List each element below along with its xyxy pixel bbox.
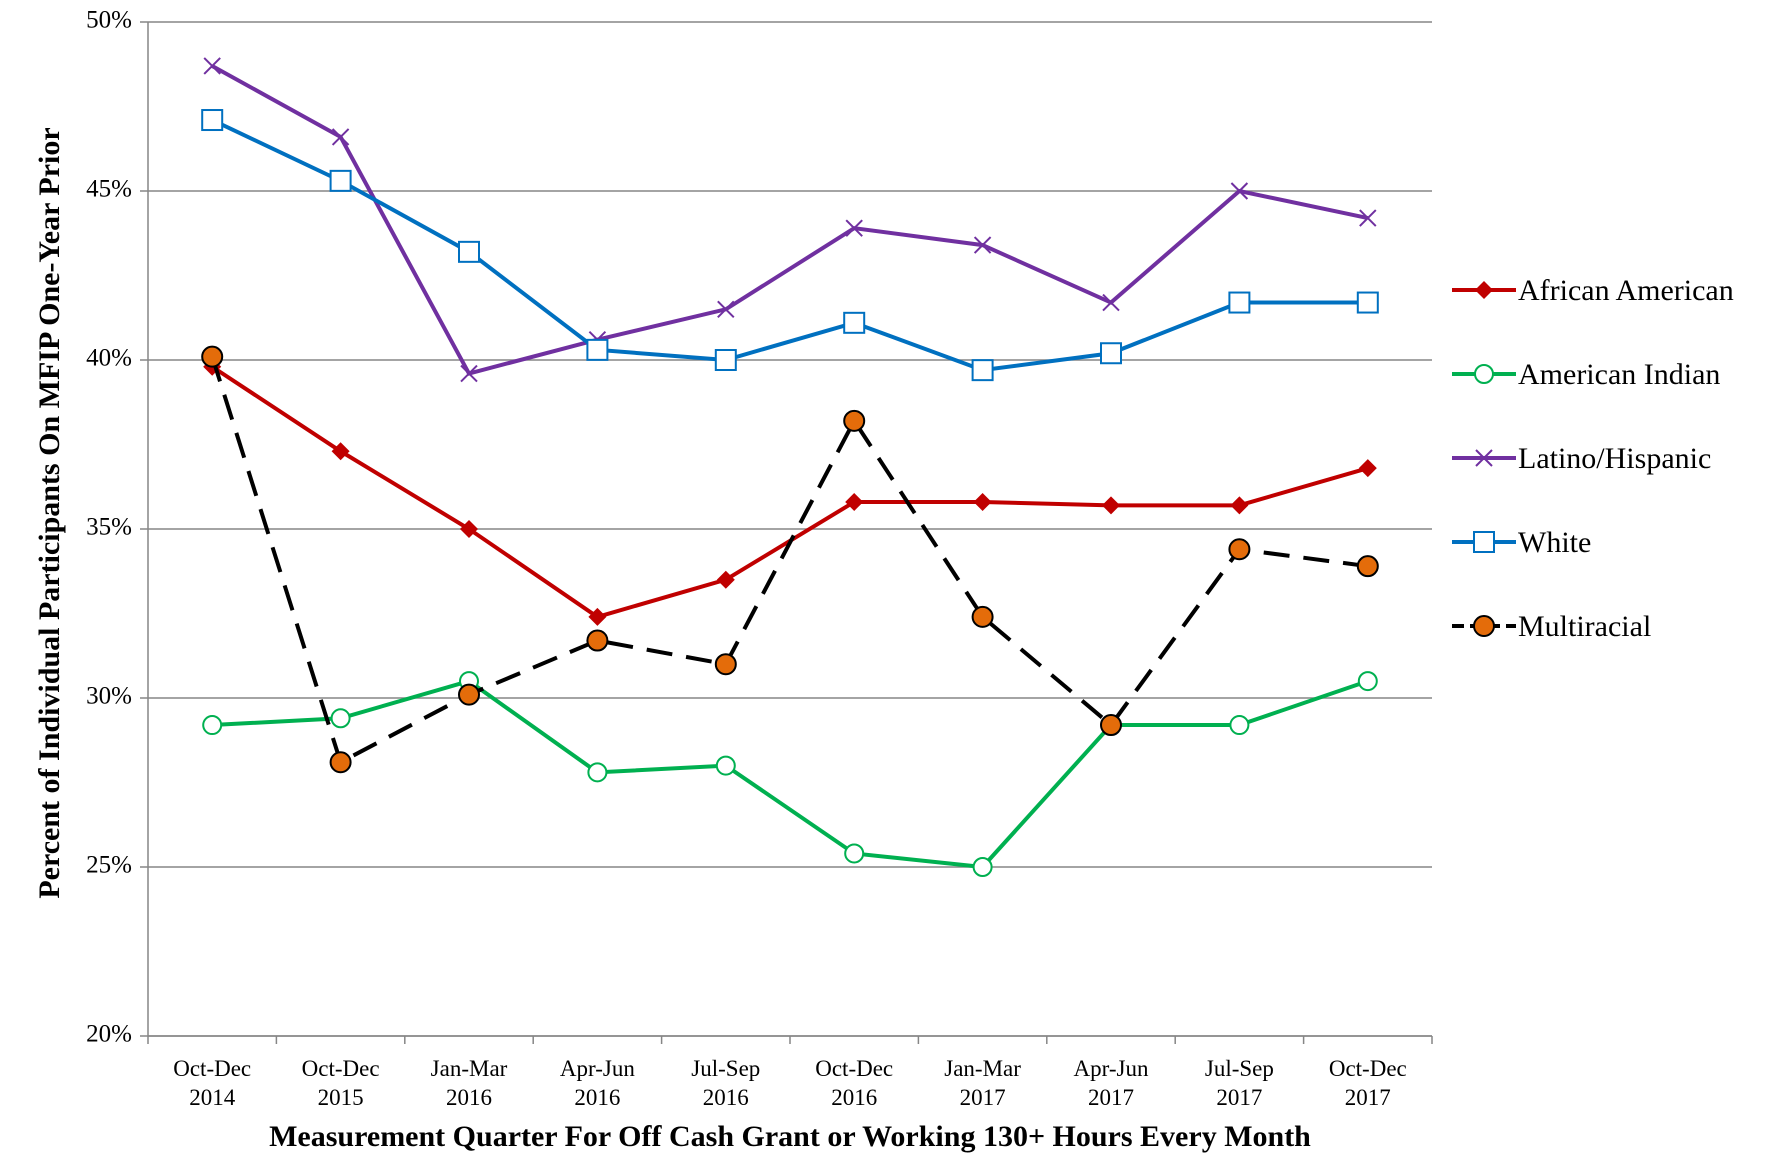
marker — [1473, 531, 1495, 553]
legend-entry: African American — [1450, 272, 1780, 309]
marker — [586, 629, 609, 652]
legend-swatch — [1452, 281, 1516, 299]
marker — [714, 653, 737, 676]
legend-swatch — [1452, 531, 1516, 553]
marker — [458, 240, 480, 263]
marker — [1102, 496, 1120, 515]
y-tick-label: 20% — [86, 1021, 132, 1048]
legend-label: African American — [1518, 274, 1734, 307]
marker — [460, 364, 478, 383]
marker — [971, 605, 994, 628]
marker — [329, 169, 352, 192]
marker — [1358, 459, 1377, 478]
y-tick-label: 40% — [86, 345, 132, 372]
x-tick-label: Jul-Sep 2016 — [691, 1056, 761, 1110]
marker — [971, 359, 994, 382]
legend-label: White — [1518, 526, 1592, 559]
marker — [717, 300, 735, 319]
marker — [203, 57, 221, 75]
x-tick-label: Jan-Mar 2016 — [430, 1056, 508, 1110]
marker — [1356, 555, 1379, 578]
x-tick-label: Oct-Dec 2014 — [173, 1056, 252, 1110]
legend-entry: Multiracial — [1450, 608, 1780, 645]
marker — [331, 442, 350, 461]
legend-label: American Indian — [1518, 358, 1721, 391]
marker — [1359, 209, 1377, 227]
series-line — [212, 678, 1369, 870]
marker — [1357, 671, 1378, 692]
series-line — [211, 118, 1368, 373]
y-tick-label: 45% — [86, 176, 132, 203]
marker — [201, 345, 224, 368]
marker — [843, 409, 866, 432]
marker — [588, 607, 607, 626]
marker — [331, 128, 350, 146]
marker — [715, 755, 736, 776]
marker — [1229, 715, 1250, 736]
marker — [1356, 291, 1379, 314]
marker — [1228, 291, 1251, 314]
marker — [1228, 538, 1251, 561]
marker — [201, 109, 224, 132]
legend-entry: White — [1450, 524, 1780, 561]
marker — [1474, 364, 1494, 384]
legend-entry: American Indian — [1450, 356, 1780, 393]
x-tick-label: Jan-Mar 2017 — [944, 1056, 1021, 1110]
marker — [1475, 449, 1493, 467]
marker — [1475, 281, 1493, 299]
y-axis-title: Percent of Individual Participants On MF… — [33, 127, 66, 899]
marker — [1473, 615, 1495, 637]
marker — [1100, 342, 1122, 365]
y-tick-label: 30% — [86, 683, 132, 710]
marker — [716, 570, 735, 589]
y-tick-label: 50% — [86, 7, 132, 34]
y-tick-label: 35% — [86, 514, 132, 541]
marker — [844, 843, 865, 864]
x-tick-label: Apr-Jun 2017 — [1073, 1056, 1149, 1110]
marker — [714, 349, 737, 371]
x-tick-label: Oct-Dec 2015 — [301, 1056, 380, 1110]
legend-label: Latino/Hispanic — [1518, 442, 1712, 475]
x-tick-label: Apr-Jun 2016 — [559, 1056, 635, 1110]
marker — [973, 492, 992, 511]
x-tick-label: Jul-Sep 2017 — [1204, 1056, 1274, 1110]
y-tick-label: 25% — [86, 852, 132, 879]
x-tick-label: Oct-Dec 2017 — [1328, 1056, 1407, 1110]
marker — [330, 708, 351, 729]
marker — [973, 236, 992, 254]
series-line — [211, 64, 1369, 376]
marker — [845, 219, 863, 237]
marker — [586, 338, 609, 361]
marker — [1230, 496, 1249, 515]
marker — [1102, 293, 1120, 312]
marker — [843, 311, 866, 334]
legend-swatch — [1452, 364, 1516, 384]
legend-label: Multiracial — [1518, 610, 1652, 643]
legend-swatch — [1452, 449, 1516, 467]
series-line — [210, 356, 1369, 766]
marker — [587, 762, 608, 783]
marker — [1230, 182, 1249, 200]
marker — [458, 683, 480, 706]
legend-entry: Latino/Hispanic — [1450, 440, 1780, 477]
marker — [972, 857, 993, 877]
marker — [845, 492, 864, 511]
marker — [329, 751, 352, 774]
marker — [460, 520, 478, 538]
x-tick-label: Oct-Dec 2016 — [815, 1056, 894, 1110]
marker — [202, 715, 223, 736]
series-line — [211, 365, 1369, 620]
x-axis-title: Measurement Quarter For Off Cash Grant o… — [269, 1120, 1311, 1153]
legend-swatch — [1452, 615, 1516, 637]
marker — [1100, 714, 1122, 737]
